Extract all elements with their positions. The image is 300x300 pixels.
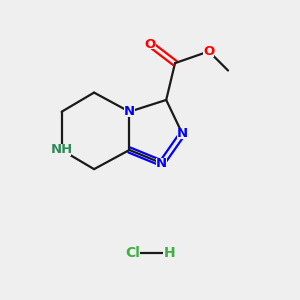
Text: N: N xyxy=(156,157,167,170)
FancyBboxPatch shape xyxy=(52,144,71,156)
Text: O: O xyxy=(144,38,156,50)
FancyBboxPatch shape xyxy=(124,106,135,117)
Text: O: O xyxy=(203,45,214,58)
Text: NH: NH xyxy=(50,143,73,157)
FancyBboxPatch shape xyxy=(203,46,214,56)
Text: H: H xyxy=(163,246,175,260)
FancyBboxPatch shape xyxy=(156,158,167,168)
Text: Cl: Cl xyxy=(125,246,140,260)
FancyBboxPatch shape xyxy=(125,247,140,259)
FancyBboxPatch shape xyxy=(144,39,156,49)
FancyBboxPatch shape xyxy=(177,129,188,139)
Text: N: N xyxy=(124,105,135,118)
Text: N: N xyxy=(177,127,188,140)
FancyBboxPatch shape xyxy=(163,247,175,259)
